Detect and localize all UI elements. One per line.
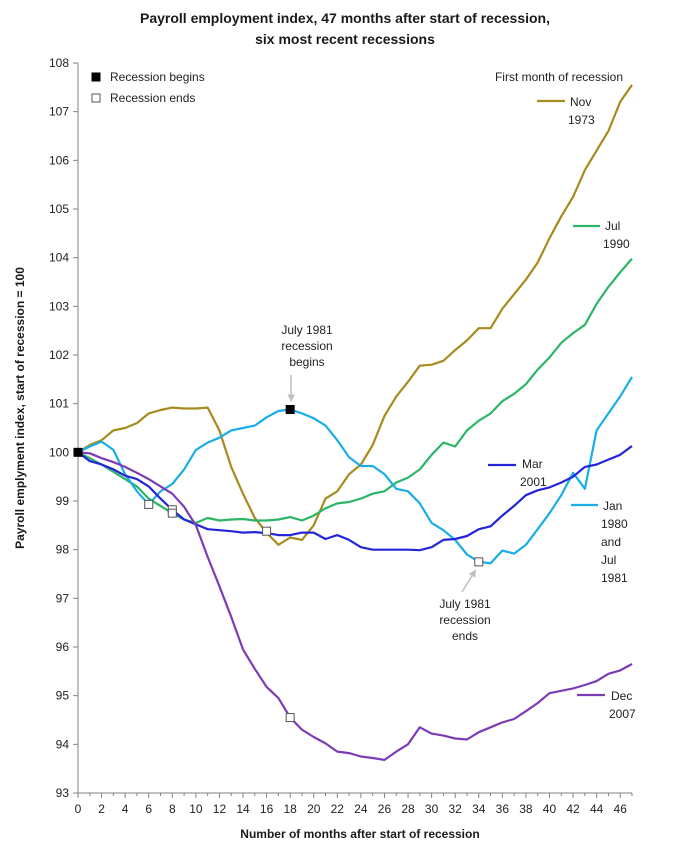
series-label: Dec [611,689,632,703]
recession-begins-marker [285,405,295,415]
y-tick-label: 98 [56,543,70,557]
series-label: Jul [601,553,616,567]
series-label: Nov [570,95,591,109]
x-tick-label: 32 [449,802,463,816]
series-label: 1973 [568,113,595,127]
series-label: 2001 [520,475,547,489]
y-tick-label: 97 [56,591,70,605]
annotation-text: July 1981 [439,597,491,611]
series-line-nov-1973 [77,84,633,546]
series-label: Jul [605,219,620,233]
legend-label: Recession begins [110,70,205,84]
x-tick-label: 38 [519,802,533,816]
series-label: and [601,535,621,549]
x-tick-label: 0 [75,802,82,816]
x-tick-label: 26 [378,802,392,816]
y-tick-label: 104 [49,251,69,265]
annotation-text: begins [289,355,324,369]
y-tick-label: 102 [49,348,69,362]
x-tick-label: 46 [614,802,628,816]
series-line-dec-2007 [77,451,633,762]
x-tick-label: 16 [260,802,274,816]
y-tick-label: 95 [56,689,70,703]
x-tick-label: 20 [307,802,321,816]
series-label: 2007 [609,707,636,721]
x-tick-label: 22 [331,802,345,816]
recession-ends-marker [474,557,484,567]
y-tick-label: 99 [56,494,70,508]
x-tick-label: 36 [496,802,510,816]
x-tick-label: 2 [98,802,105,816]
series-label: 1981 [601,571,628,585]
series-lines [77,84,633,762]
x-tick-label: 34 [472,802,486,816]
annotation-text: recession [281,339,332,353]
axes: 9394959697989910010110210310410510610710… [49,56,633,816]
x-tick-label: 4 [122,802,129,816]
y-tick-label: 107 [49,105,69,119]
x-tick-label: 14 [236,802,250,816]
chart-title-line-2: six most recent recessions [255,31,435,47]
legend-title: First month of recession [495,70,623,84]
x-tick-label: 10 [189,802,203,816]
x-axis-title: Number of months after start of recessio… [240,827,479,841]
chart-title-line-1: Payroll employment index, 47 months afte… [139,10,550,26]
recession-begins-marker [73,447,83,457]
annotation-text: July 1981 [281,323,333,337]
series-line-jan-1980-and-jul-1981 [77,376,633,565]
recession-ends-marker [285,713,295,723]
chart-title: Payroll employment index, 47 months afte… [0,8,690,50]
x-tick-label: 12 [213,802,227,816]
y-tick-label: 106 [49,153,69,167]
annotation-arrowhead [287,394,295,402]
y-axis-title: Payroll emplyment index, start of recess… [13,267,27,549]
y-tick-label: 101 [49,397,69,411]
x-tick-label: 28 [401,802,415,816]
recession-ends-marker [167,508,177,518]
series-label: 1980 [601,517,628,531]
y-tick-label: 108 [49,56,69,70]
series-label: Jan [603,499,622,513]
series-labels: Nov 1973 Jul 1990 Jan 1980 and Jul 1981 Mar 2001 De… [488,95,636,721]
legend-ends-marker [91,93,101,103]
annotation-arrowhead [468,569,476,578]
x-tick-label: 42 [566,802,580,816]
series-label: 1990 [603,237,630,251]
y-tick-label: 96 [56,640,70,654]
annotation-text: ends [452,629,478,643]
legend-begins-marker [91,72,101,82]
x-tick-label: 40 [543,802,557,816]
legend: Recession begins Recession ends First mont… [91,70,623,105]
recession-markers [73,405,484,723]
x-tick-label: 24 [354,802,368,816]
y-tick-label: 103 [49,299,69,313]
recession-ends-marker [144,499,154,509]
series-label: Mar [522,457,543,471]
x-tick-label: 44 [590,802,604,816]
x-tick-label: 8 [169,802,176,816]
y-tick-label: 93 [56,786,70,800]
annotations: July 1981 recession begins July 1981 recessi… [281,323,491,643]
y-tick-label: 105 [49,202,69,216]
x-tick-label: 18 [283,802,297,816]
y-tick-label: 94 [56,737,70,751]
legend-label: Recession ends [110,91,195,105]
x-tick-label: 6 [145,802,152,816]
series-line-jul-1990 [77,257,633,525]
x-tick-label: 30 [425,802,439,816]
y-tick-label: 100 [49,445,69,459]
annotation-text: recession [439,613,490,627]
recession-ends-marker [262,526,272,536]
